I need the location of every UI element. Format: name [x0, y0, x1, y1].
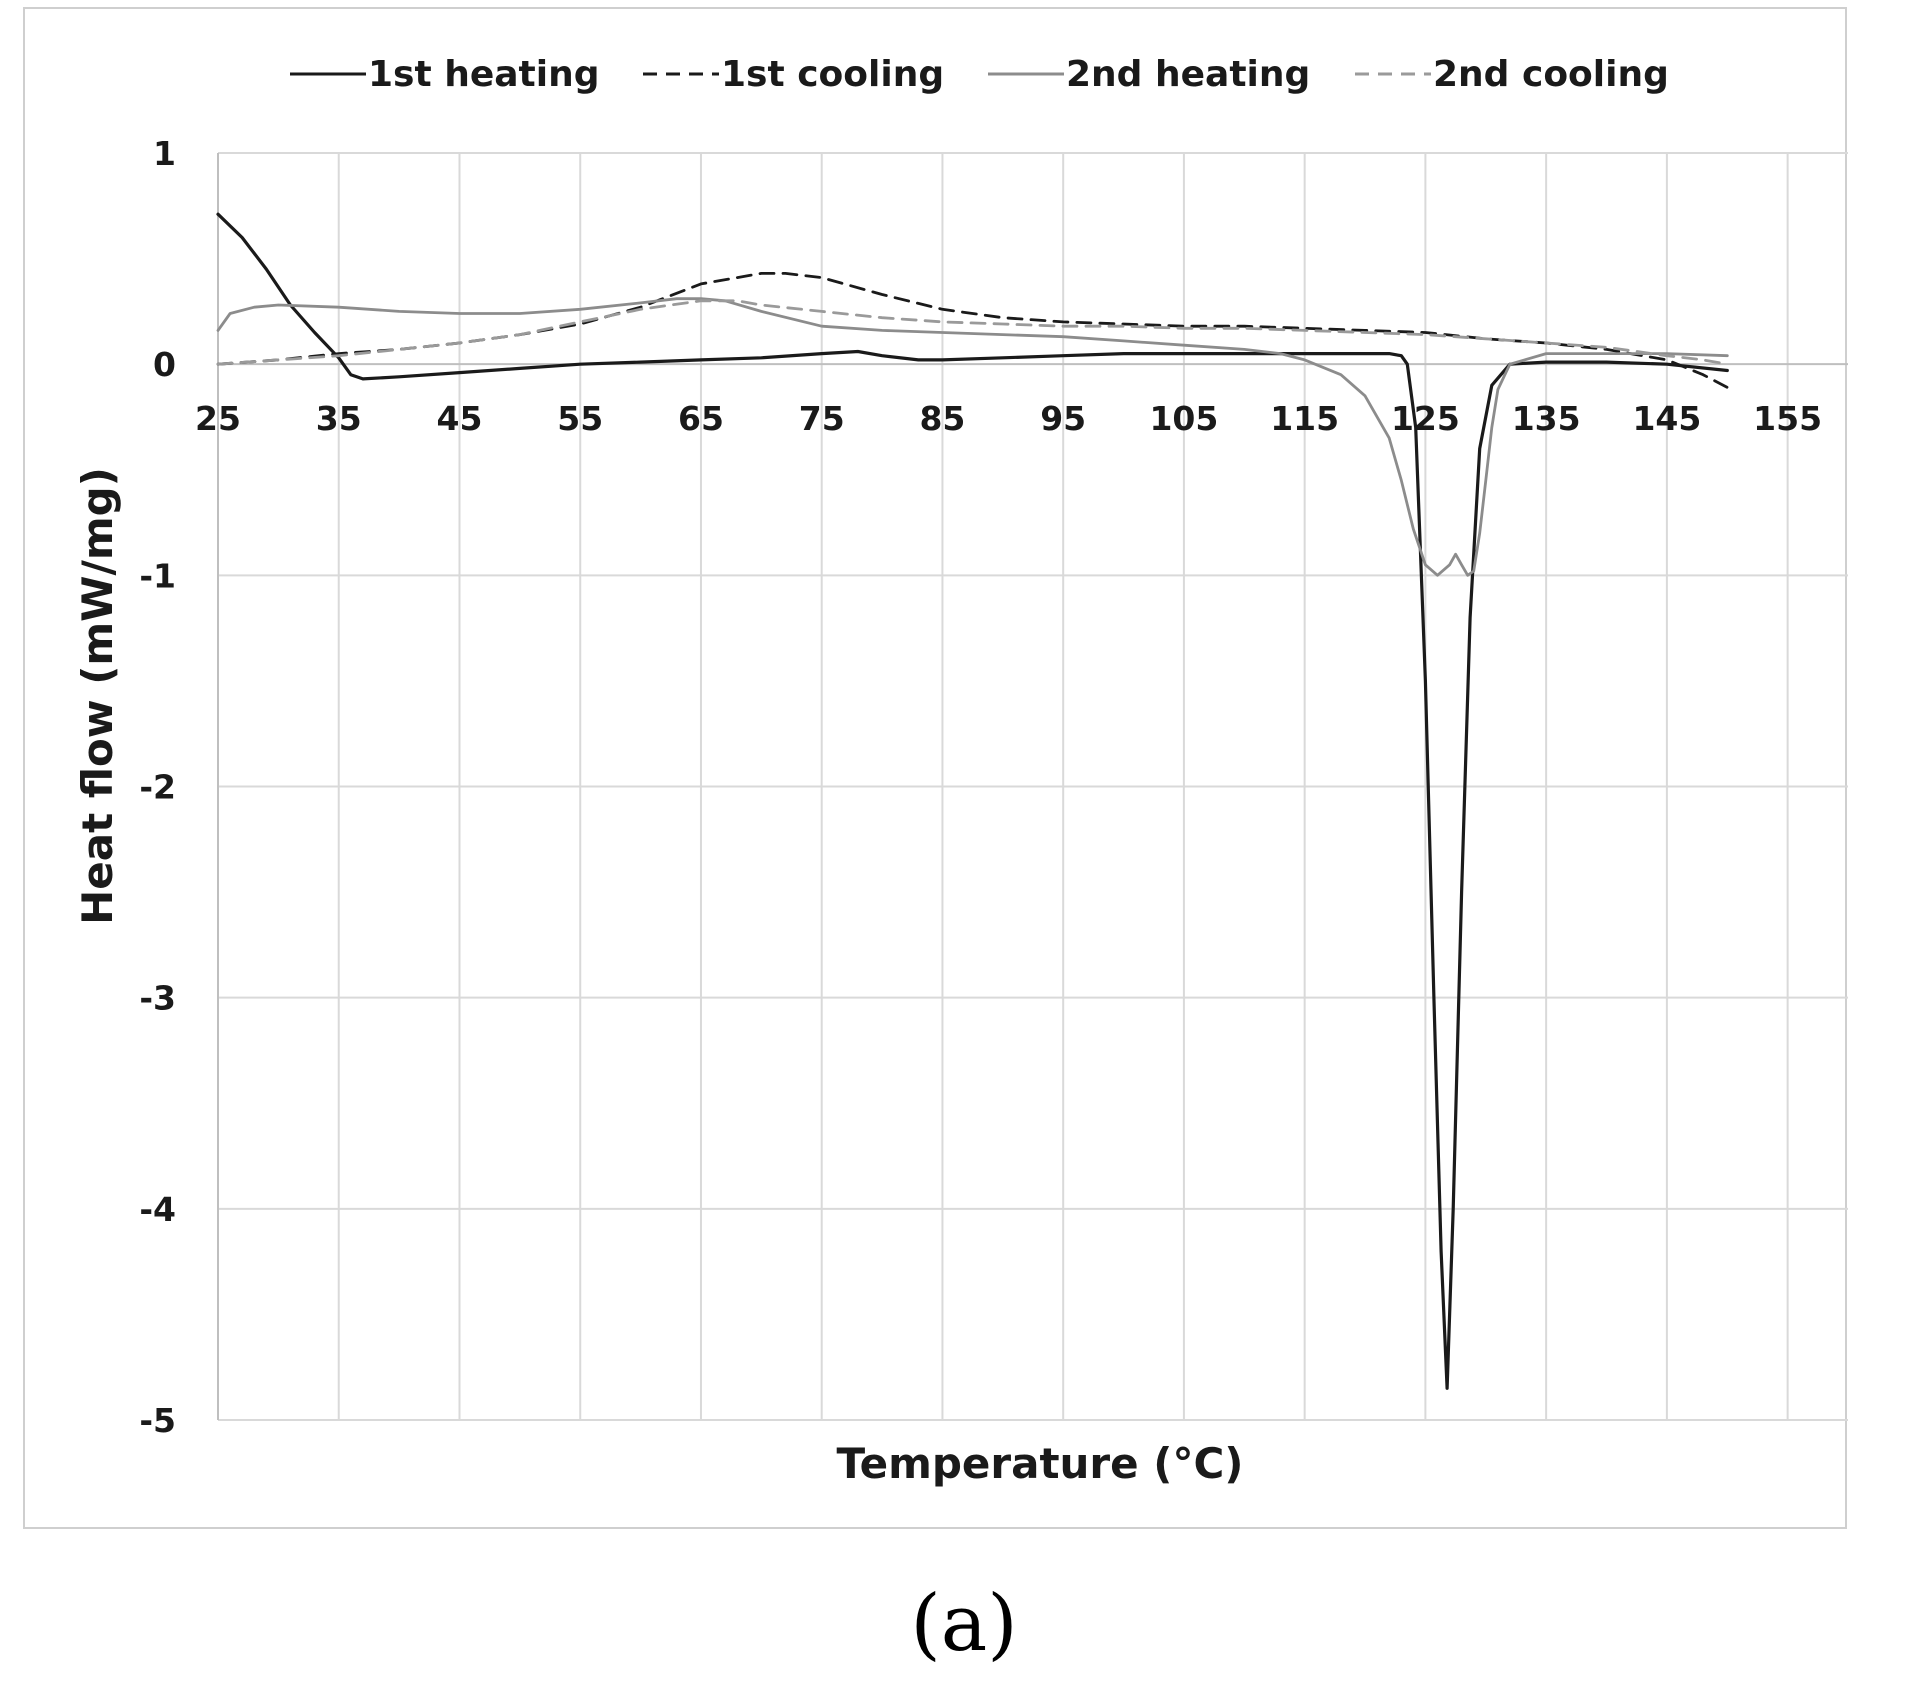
series-line-2nd-cooling — [216, 299, 1729, 366]
x-tick-label: 155 — [1753, 399, 1822, 438]
x-tick-label: 115 — [1270, 399, 1339, 438]
chart-frame — [23, 7, 1847, 1529]
series-line-1st-cooling — [216, 271, 1729, 389]
panel-label: (a) — [910, 1579, 1017, 1669]
y-tick-label: -1 — [139, 556, 176, 595]
x-tick-labels: 25 35 45 55 65 75 85 95 105 115 125 135 145 155 — [195, 399, 1822, 438]
x-tick-label: 105 — [1149, 399, 1218, 438]
x-tick-label: 35 — [316, 399, 362, 438]
y-tick-label: -5 — [139, 1401, 176, 1440]
x-tick-label: 55 — [557, 399, 603, 438]
x-tick-label: 65 — [678, 399, 724, 438]
legend-label: 2nd heating — [1066, 54, 1310, 95]
y-tick-label: -2 — [139, 768, 176, 807]
x-tick-label: 75 — [799, 399, 845, 438]
x-tick-label: 125 — [1391, 399, 1460, 438]
legend-item-2nd-heating: 2nd heating — [988, 54, 1310, 95]
series-line-2nd-heating — [216, 297, 1729, 577]
legend-item-1st-cooling: 1st cooling — [643, 54, 944, 95]
x-tick-label: 95 — [1040, 399, 1086, 438]
data-series — [216, 212, 1729, 1390]
x-axis-title: Temperature (°C) — [837, 1439, 1244, 1488]
legend: 1st heating 1st cooling 2nd heating 2nd coo… — [290, 54, 1669, 95]
legend-label: 1st heating — [368, 54, 600, 95]
y-tick-label: -4 — [139, 1190, 176, 1229]
y-tick-labels: 1 0 -1 -2 -3 -4 -5 — [139, 134, 176, 1440]
series-line-1st-heating — [216, 212, 1729, 1390]
x-tick-label: 135 — [1512, 399, 1581, 438]
legend-label: 2nd cooling — [1433, 54, 1669, 95]
y-tick-label: 0 — [153, 345, 176, 384]
x-tick-label: 145 — [1632, 399, 1701, 438]
y-tick-label: -3 — [139, 979, 176, 1018]
legend-item-1st-heating: 1st heating — [290, 54, 600, 95]
y-tick-label: 1 — [153, 134, 176, 173]
x-tick-label: 85 — [919, 399, 965, 438]
x-tick-label: 45 — [437, 399, 483, 438]
legend-item-2nd-cooling: 2nd cooling — [1355, 54, 1669, 95]
legend-label: 1st cooling — [721, 54, 944, 95]
x-tick-label: 25 — [195, 399, 241, 438]
y-axis-title: Heat flow (mW/mg) — [73, 467, 122, 925]
